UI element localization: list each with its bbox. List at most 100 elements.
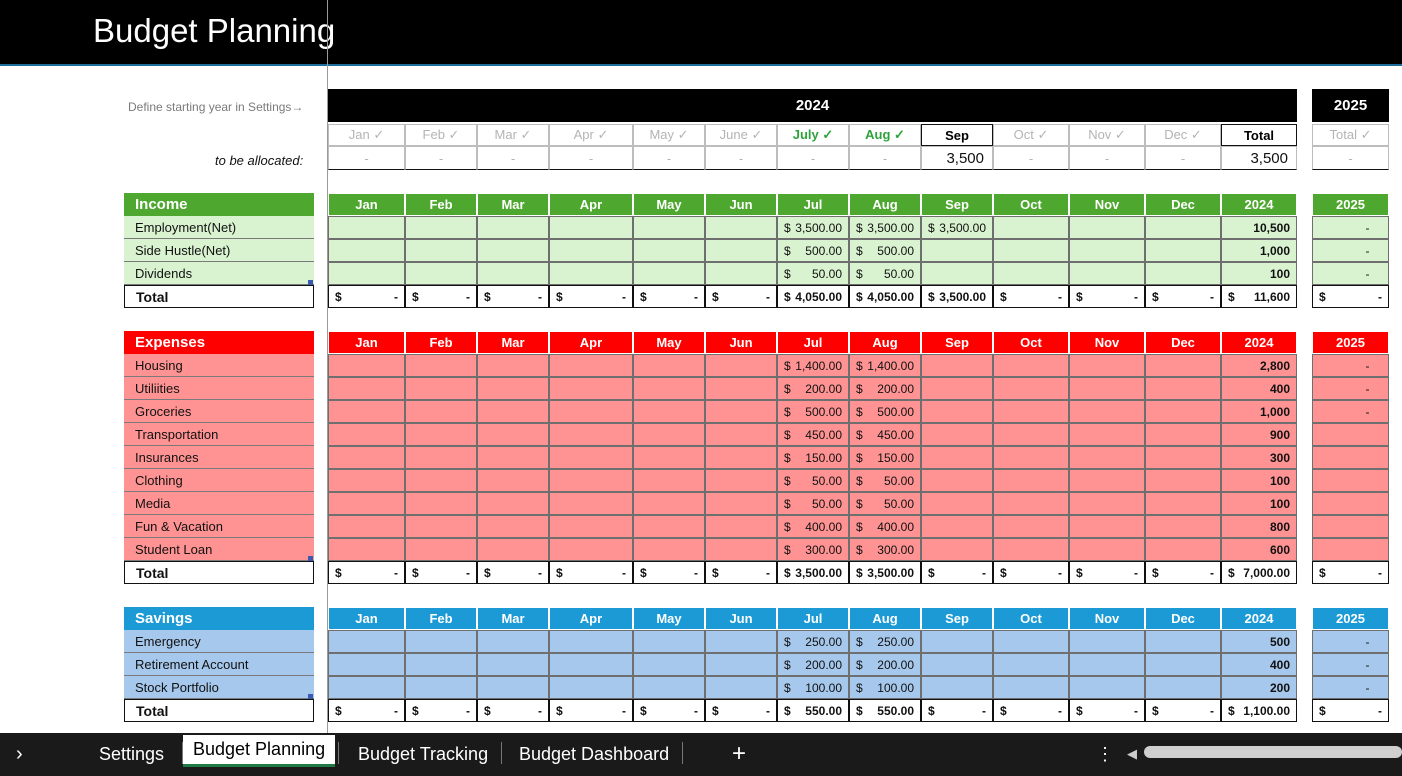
budget-cell[interactable] [549,515,633,538]
budget-cell[interactable] [921,377,993,400]
budget-cell[interactable] [477,676,549,699]
budget-cell[interactable]: $50.00 [849,262,921,285]
total-cell[interactable]: $ - [1069,699,1145,722]
next-year-cell[interactable] [1312,492,1389,515]
row-label[interactable]: Housing [124,354,314,377]
budget-cell[interactable]: $3,500.00 [849,216,921,239]
next-year-total[interactable]: $ - [1312,285,1389,308]
month-status-header[interactable]: Total [1221,124,1297,146]
budget-cell[interactable] [1145,676,1221,699]
budget-cell[interactable] [993,653,1069,676]
budget-cell[interactable]: $200.00 [777,377,849,400]
budget-cell[interactable] [405,492,477,515]
budget-cell[interactable] [1145,446,1221,469]
budget-cell[interactable]: 1,000 [1221,239,1297,262]
budget-cell[interactable] [921,492,993,515]
budget-cell[interactable] [549,653,633,676]
row-label[interactable]: Groceries [124,400,314,423]
next-year-cell[interactable] [1312,538,1389,561]
budget-cell[interactable] [633,400,705,423]
budget-cell[interactable]: $200.00 [849,377,921,400]
budget-cell[interactable] [405,216,477,239]
total-cell[interactable]: $ - [1069,285,1145,308]
budget-cell[interactable] [1145,423,1221,446]
budget-cell[interactable] [921,354,993,377]
budget-cell[interactable] [633,630,705,653]
budget-cell[interactable] [1069,446,1145,469]
budget-cell[interactable] [1069,653,1145,676]
budget-cell[interactable] [633,354,705,377]
budget-cell[interactable]: $1,400.00 [777,354,849,377]
row-label[interactable]: Fun & Vacation [124,515,314,538]
budget-cell[interactable] [405,400,477,423]
budget-cell[interactable]: $50.00 [849,469,921,492]
budget-cell[interactable] [549,354,633,377]
budget-cell[interactable]: $100.00 [777,676,849,699]
budget-cell[interactable] [993,446,1069,469]
next-year-cell[interactable]: - [1312,400,1389,423]
budget-cell[interactable] [477,653,549,676]
budget-cell[interactable] [1069,469,1145,492]
budget-cell[interactable] [633,653,705,676]
next-year-cell[interactable]: - [1312,630,1389,653]
row-label[interactable]: Emergency [124,630,314,653]
next-year-cell[interactable] [1312,515,1389,538]
budget-cell[interactable] [328,676,405,699]
budget-cell[interactable] [328,262,405,285]
budget-cell[interactable] [705,653,777,676]
budget-cell[interactable] [921,538,993,561]
total-cell[interactable]: $ - [705,561,777,584]
budget-cell[interactable] [549,492,633,515]
budget-cell[interactable]: $500.00 [849,400,921,423]
row-label[interactable]: Student Loan [124,538,314,561]
row-label[interactable]: Side Hustle(Net) [124,239,314,262]
budget-cell[interactable]: 100 [1221,469,1297,492]
budget-cell[interactable] [633,216,705,239]
budget-cell[interactable]: 10,500 [1221,216,1297,239]
tab-scroll-button[interactable]: › [16,742,23,765]
total-cell[interactable]: $ - [705,285,777,308]
budget-cell[interactable] [993,469,1069,492]
next-year-total[interactable]: $ - [1312,561,1389,584]
row-label[interactable]: Media [124,492,314,515]
row-label[interactable]: Insurances [124,446,314,469]
budget-cell[interactable] [921,400,993,423]
budget-cell[interactable] [328,423,405,446]
budget-cell[interactable] [549,676,633,699]
budget-cell[interactable] [1145,239,1221,262]
total-cell[interactable]: $ - [633,699,705,722]
budget-cell[interactable] [477,469,549,492]
budget-cell[interactable] [477,630,549,653]
more-options-icon[interactable]: ⋮ [1096,743,1114,764]
budget-cell[interactable] [993,492,1069,515]
resize-handle-icon[interactable] [308,556,313,561]
budget-cell[interactable] [405,377,477,400]
budget-cell[interactable] [705,492,777,515]
total-cell[interactable]: $ - [1145,285,1221,308]
budget-cell[interactable] [1069,377,1145,400]
budget-cell[interactable] [633,262,705,285]
budget-cell[interactable] [633,492,705,515]
budget-cell[interactable] [705,538,777,561]
total-cell[interactable]: $ - [1145,699,1221,722]
budget-cell[interactable] [993,400,1069,423]
budget-cell[interactable] [993,262,1069,285]
budget-cell[interactable] [921,262,993,285]
budget-cell[interactable] [993,630,1069,653]
budget-cell[interactable] [705,676,777,699]
total-cell[interactable]: $ - [1145,561,1221,584]
total-cell[interactable]: $ - [993,285,1069,308]
budget-cell[interactable]: $100.00 [849,676,921,699]
next-year-total[interactable]: $ - [1312,699,1389,722]
total-cell[interactable]: $3,500.00 [777,561,849,584]
budget-cell[interactable] [705,423,777,446]
budget-cell[interactable] [1145,515,1221,538]
budget-cell[interactable] [633,239,705,262]
total-cell[interactable]: $ - [705,699,777,722]
budget-cell[interactable] [477,423,549,446]
budget-cell[interactable] [633,469,705,492]
budget-cell[interactable] [705,354,777,377]
budget-cell[interactable] [1069,630,1145,653]
next-year-cell[interactable]: - [1312,653,1389,676]
budget-cell[interactable]: $200.00 [849,653,921,676]
